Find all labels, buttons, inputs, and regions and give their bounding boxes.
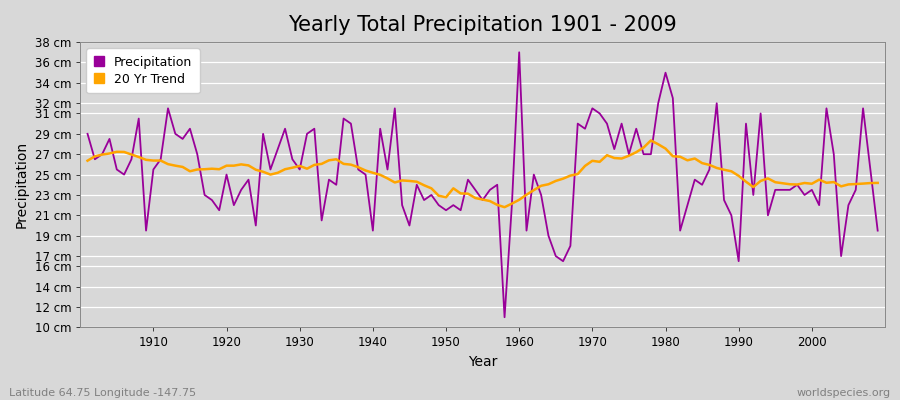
20 Yr Trend — [514, 197, 525, 202]
Title: Yearly Total Precipitation 1901 - 2009: Yearly Total Precipitation 1901 - 2009 — [288, 15, 677, 35]
Precipitation — [528, 172, 539, 177]
Precipitation — [500, 315, 510, 320]
20 Yr Trend — [521, 192, 532, 197]
20 Yr Trend — [346, 162, 356, 167]
20 Yr Trend — [82, 158, 93, 163]
Precipitation — [140, 228, 151, 233]
Line: 20 Yr Trend: 20 Yr Trend — [87, 140, 878, 207]
Precipitation — [302, 132, 312, 136]
Text: Latitude 64.75 Longitude -147.75: Latitude 64.75 Longitude -147.75 — [9, 388, 196, 398]
20 Yr Trend — [609, 156, 620, 160]
Precipitation — [346, 121, 356, 126]
X-axis label: Year: Year — [468, 355, 498, 369]
20 Yr Trend — [645, 138, 656, 143]
Precipitation — [514, 50, 525, 55]
Precipitation — [616, 121, 627, 126]
Y-axis label: Precipitation: Precipitation — [15, 141, 29, 228]
Text: worldspecies.org: worldspecies.org — [796, 388, 891, 398]
Legend: Precipitation, 20 Yr Trend: Precipitation, 20 Yr Trend — [86, 48, 200, 93]
Precipitation — [82, 132, 93, 136]
Precipitation — [521, 228, 532, 233]
Precipitation — [872, 228, 883, 233]
20 Yr Trend — [872, 180, 883, 185]
20 Yr Trend — [302, 166, 312, 171]
20 Yr Trend — [140, 158, 151, 162]
Line: Precipitation: Precipitation — [87, 52, 878, 317]
20 Yr Trend — [500, 205, 510, 210]
